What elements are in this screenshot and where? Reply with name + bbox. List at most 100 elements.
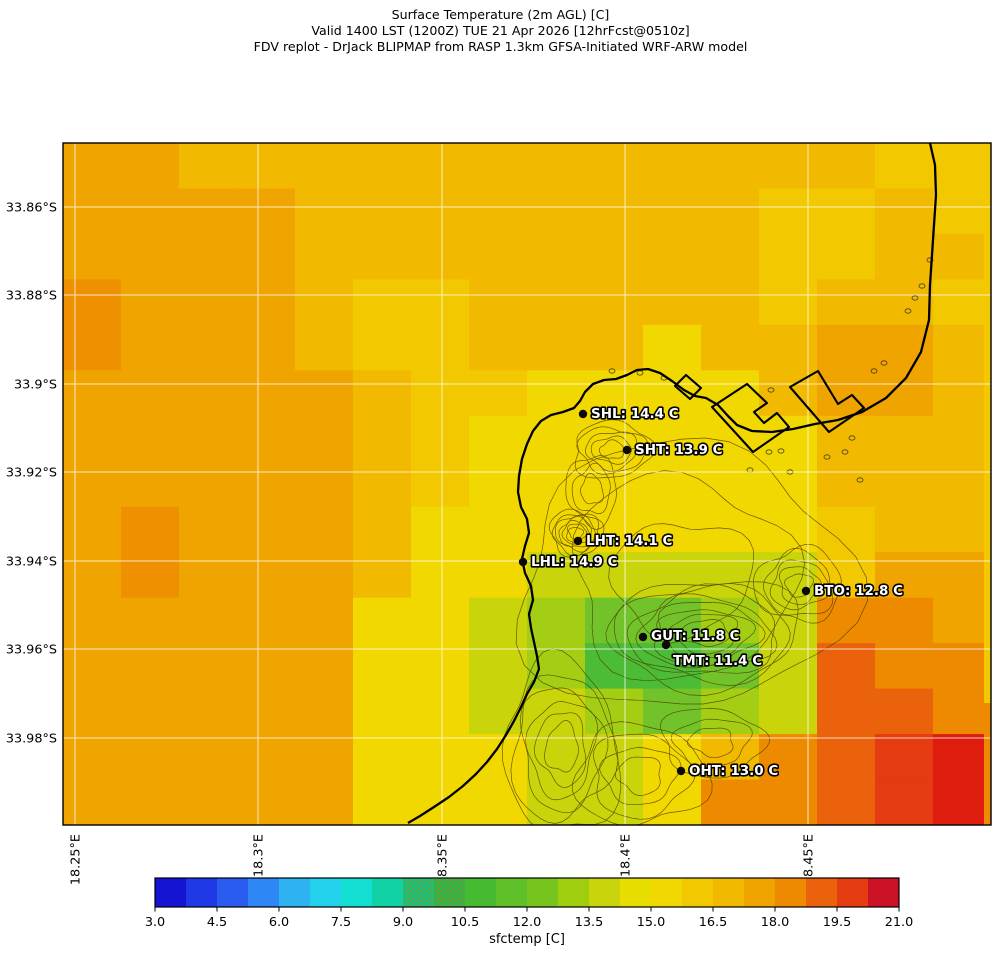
grid-cell bbox=[179, 461, 238, 508]
grid-cell bbox=[643, 506, 702, 553]
grid-cell bbox=[643, 324, 702, 371]
grid-cell bbox=[469, 370, 528, 417]
grid-cell bbox=[585, 324, 644, 371]
colorbar-stipple-overlay bbox=[434, 878, 466, 907]
grid-cell bbox=[295, 506, 354, 553]
colorbar-segment bbox=[837, 878, 869, 907]
grid-cell bbox=[353, 279, 412, 326]
grid-cell bbox=[237, 279, 296, 326]
y-tick-label: 33.86°S bbox=[6, 201, 57, 216]
grid-cell bbox=[295, 370, 354, 417]
grid-cell bbox=[933, 779, 991, 825]
grid-cell bbox=[759, 143, 818, 189]
grid-cell bbox=[295, 188, 354, 235]
station-label-shl: SHL: 14.4 C bbox=[591, 406, 679, 422]
grid-cell bbox=[179, 233, 238, 280]
contour-loop-city-bowl-outer bbox=[571, 470, 806, 682]
contour-loop-lions-head bbox=[561, 519, 591, 545]
contour-loop-back-table bbox=[593, 733, 696, 820]
grid-cell bbox=[469, 552, 528, 599]
grid-cell bbox=[179, 370, 238, 417]
terrain-contour-lines bbox=[501, 257, 934, 825]
grid-cell bbox=[933, 597, 991, 644]
grid-cell bbox=[121, 688, 180, 735]
contour-loop-table-mountain bbox=[605, 581, 799, 696]
grid-cell bbox=[701, 688, 760, 735]
grid-cell bbox=[295, 734, 354, 781]
grid-cell bbox=[121, 279, 180, 326]
grid-cell bbox=[701, 779, 760, 825]
islet-contour bbox=[911, 295, 919, 301]
grid-cell bbox=[353, 233, 412, 280]
grid-cell bbox=[295, 279, 354, 326]
plot-subtitle-valid-time: Valid 1400 LST (1200Z) TUE 21 Apr 2026 [… bbox=[311, 23, 690, 38]
grid-cell bbox=[933, 188, 991, 235]
grid-cell bbox=[179, 279, 238, 326]
contour-loop-lions-head bbox=[548, 508, 605, 558]
y-tick-label: 33.96°S bbox=[6, 643, 57, 658]
grid-cell bbox=[353, 506, 412, 553]
grid-cell bbox=[585, 688, 644, 735]
grid-edge-strip bbox=[984, 703, 991, 825]
grid-cell bbox=[179, 506, 238, 553]
grid-cell bbox=[933, 552, 991, 599]
colorbar-segment bbox=[682, 878, 714, 907]
grid-cell bbox=[63, 415, 122, 462]
grid-cell bbox=[63, 143, 122, 189]
colorbar-tick-label: 13.5 bbox=[575, 915, 604, 930]
grid-cell bbox=[179, 552, 238, 599]
grid-cell bbox=[759, 188, 818, 235]
grid-cell bbox=[179, 597, 238, 644]
grid-cell bbox=[875, 779, 934, 825]
grid-cell bbox=[933, 143, 991, 189]
station-dot-gut bbox=[638, 632, 648, 642]
colorbar-tick-label: 4.5 bbox=[207, 915, 227, 930]
grid-cell bbox=[701, 279, 760, 326]
grid-cell bbox=[585, 233, 644, 280]
grid-cell bbox=[759, 415, 818, 462]
contour-loop-back-table bbox=[599, 747, 682, 806]
grid-cell bbox=[121, 324, 180, 371]
plot-border bbox=[62, 142, 992, 826]
islet-contour bbox=[904, 308, 912, 314]
colorbar-tick-label: 21.0 bbox=[885, 915, 914, 930]
station-dot-shl bbox=[578, 409, 588, 419]
station-dot-lht bbox=[573, 536, 583, 546]
grid-cell bbox=[237, 643, 296, 690]
colorbar-tick-label: 15.0 bbox=[637, 915, 666, 930]
grid-cell bbox=[527, 461, 586, 508]
contour-loop-devils-peak bbox=[769, 559, 831, 611]
station-dot-lhl bbox=[518, 557, 528, 567]
grid-cell bbox=[411, 461, 470, 508]
grid-cell bbox=[411, 188, 470, 235]
grid-cell bbox=[875, 461, 934, 508]
grid-cell bbox=[527, 597, 586, 644]
grid-cell bbox=[469, 597, 528, 644]
station-markers: SHL: 14.4 C SHT: 13.9 C LHT: 14.1 C LHL: 14… bbox=[518, 404, 905, 781]
grid-cell bbox=[237, 688, 296, 735]
station-label-oht: OHT: 13.0 C bbox=[689, 763, 778, 779]
grid-cell bbox=[585, 143, 644, 189]
grid-cell bbox=[121, 415, 180, 462]
grid-cell bbox=[237, 506, 296, 553]
grid-cell bbox=[353, 370, 412, 417]
y-tick-label: 33.92°S bbox=[6, 466, 57, 481]
contour-loop-lions-head bbox=[558, 515, 592, 548]
grid-cell bbox=[817, 461, 876, 508]
contour-loop-signal-hill bbox=[598, 439, 624, 459]
grid-cell bbox=[875, 143, 934, 189]
contour-loop-signal-hill-ridge bbox=[571, 462, 611, 514]
grid-cell bbox=[411, 279, 470, 326]
grid-cell bbox=[933, 734, 991, 781]
grid-cell bbox=[817, 779, 876, 825]
islet-contour bbox=[856, 477, 864, 483]
grid-cell bbox=[353, 643, 412, 690]
grid-cell bbox=[817, 506, 876, 553]
grid-cell bbox=[933, 688, 991, 735]
grid-cell bbox=[179, 188, 238, 235]
grid-cell bbox=[353, 688, 412, 735]
contour-loop-lions-head bbox=[551, 513, 599, 557]
grid-cell bbox=[527, 233, 586, 280]
grid-cell bbox=[817, 688, 876, 735]
grid-cell bbox=[527, 552, 586, 599]
